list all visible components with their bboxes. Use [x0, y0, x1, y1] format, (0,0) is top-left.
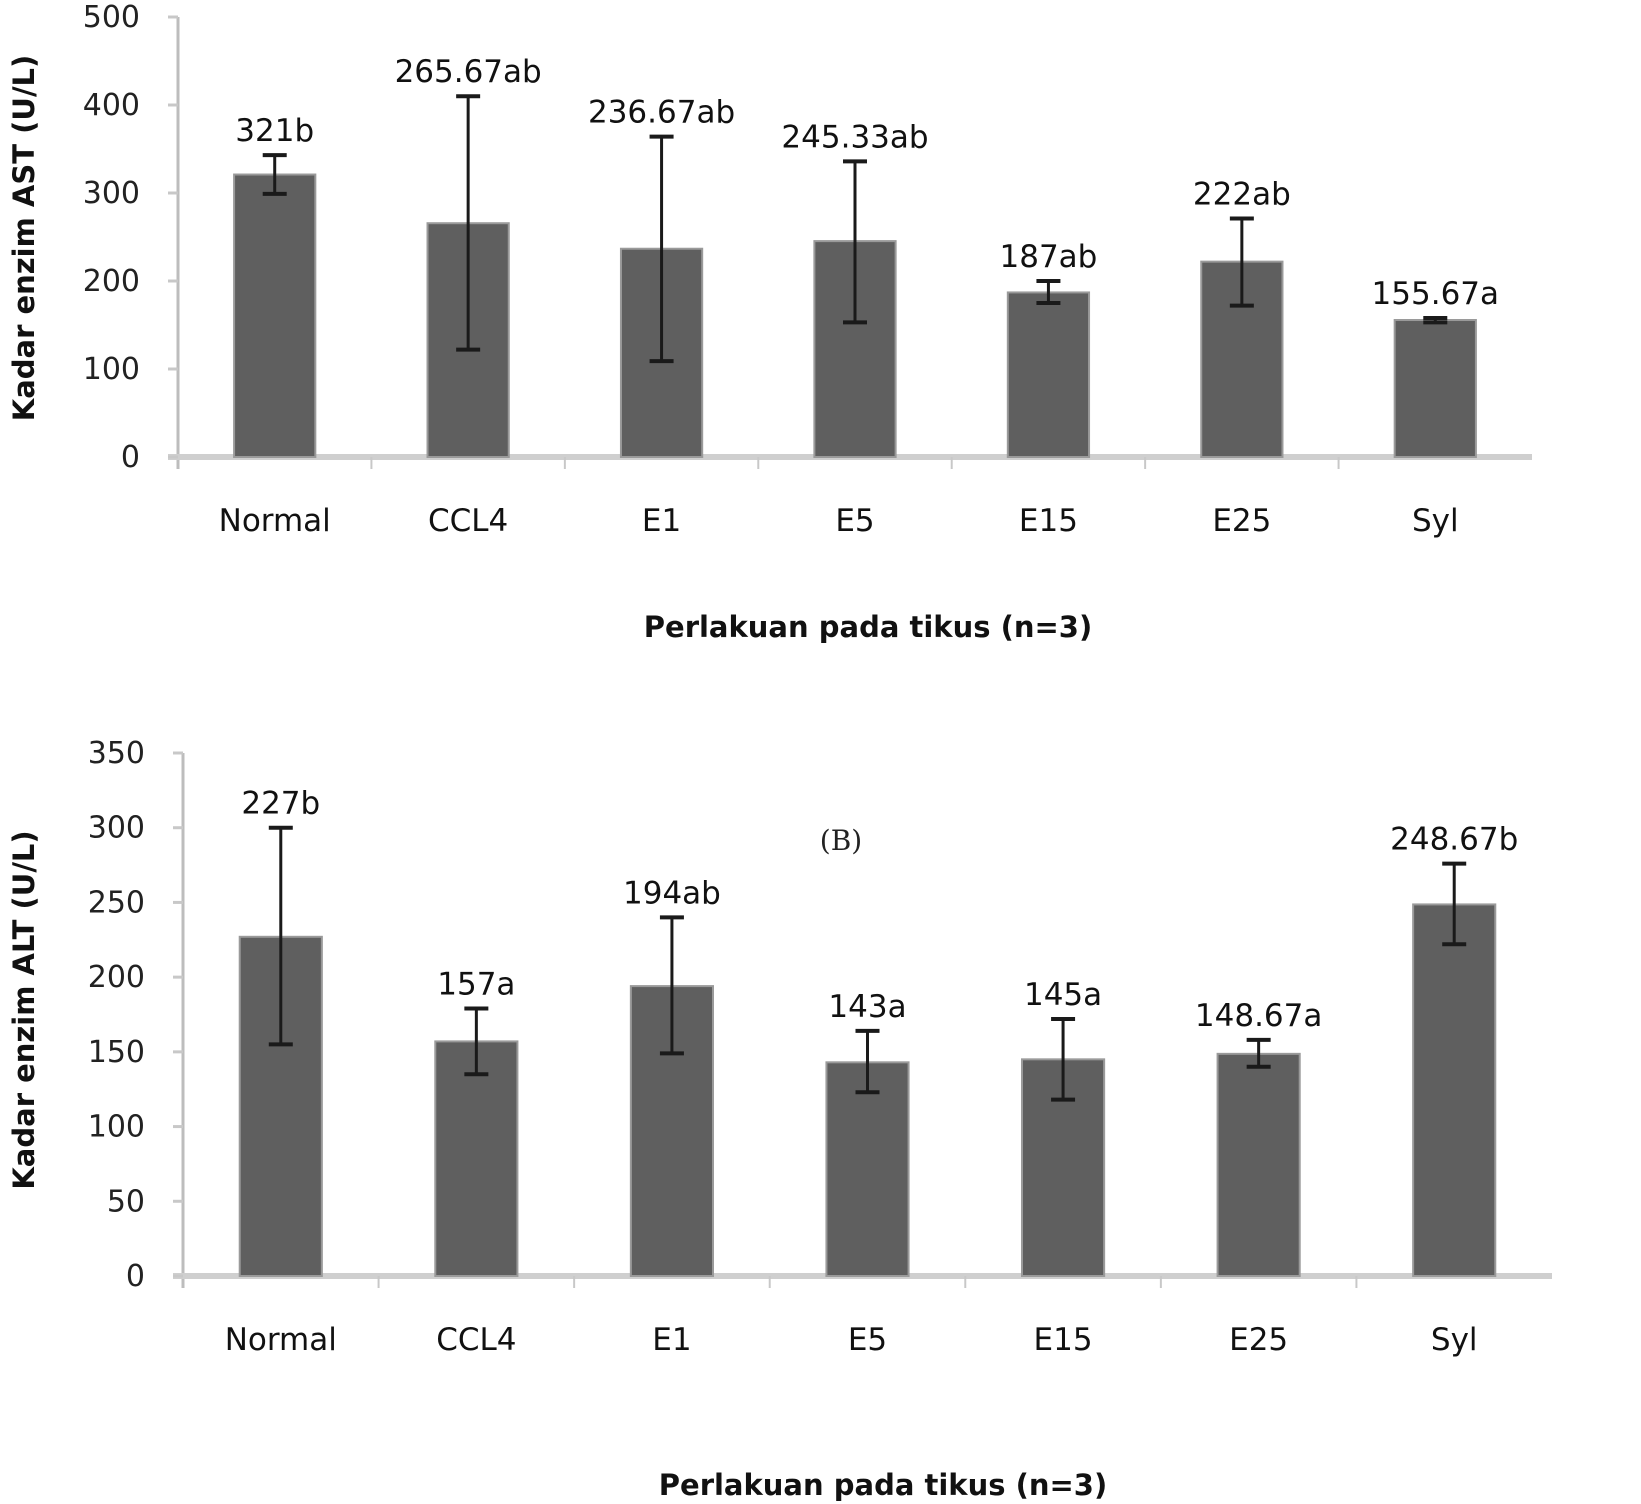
x-tick-label: CCL4 [436, 1322, 516, 1358]
chart-alt: Kadar enzim ALT (U/L) Perlakuan pada tik… [7, 736, 1552, 1502]
y-tick-label: 400 [83, 88, 140, 123]
y-tick-label: 150 [88, 1035, 145, 1070]
bar-syl [1412, 903, 1497, 1277]
x-tick-label: E25 [1212, 503, 1271, 539]
y-tick-label: 300 [83, 176, 140, 211]
x-tick-label: E25 [1229, 1322, 1288, 1358]
bar-e25 [1216, 1052, 1301, 1277]
x-tick-label: E5 [835, 503, 874, 539]
y-tick-label: 0 [121, 440, 140, 475]
x-tick-label: Syl [1431, 1322, 1478, 1358]
data-label: 155.67a [1372, 276, 1499, 312]
y-axis-title: Kadar enzim ALT (U/L) [7, 830, 41, 1189]
y-tick-label: 100 [88, 1110, 145, 1145]
x-tick-label: CCL4 [428, 503, 508, 539]
data-label: 245.33ab [781, 119, 928, 155]
bar-e15 [1006, 291, 1091, 458]
data-label: 227b [241, 786, 320, 822]
y-tick-label: 50 [107, 1184, 145, 1219]
y-tick-label: 100 [83, 352, 140, 387]
x-axis-title: Perlakuan pada tikus (n=3) [644, 610, 1092, 644]
data-label: 248.67b [1390, 822, 1518, 858]
data-label: 321b [235, 113, 314, 149]
x-tick-label: Syl [1412, 503, 1459, 539]
x-tick-label: Normal [225, 1322, 337, 1358]
bar-ccl4 [434, 1040, 519, 1277]
data-label: 265.67ab [395, 54, 542, 90]
y-tick-label: 200 [88, 960, 145, 995]
x-tick-label: E1 [652, 1322, 691, 1358]
y-axis-title: Kadar enzim AST (U/L) [7, 55, 41, 422]
x-tick-label: E5 [848, 1322, 887, 1358]
data-label: 157a [437, 967, 515, 1003]
data-label: 145a [1024, 977, 1102, 1013]
bar-normal [233, 173, 317, 459]
y-tick-label: 250 [88, 885, 145, 920]
x-tick-label: E1 [642, 503, 681, 539]
panel-annotation: (B) [820, 824, 862, 857]
y-tick-label: 500 [83, 0, 140, 35]
data-label: 143a [828, 989, 906, 1025]
x-tick-label: E15 [1034, 1322, 1093, 1358]
data-label: 222ab [1193, 177, 1291, 213]
data-label: 187ab [1000, 239, 1098, 275]
x-axis-title: Perlakuan pada tikus (n=3) [659, 1468, 1107, 1502]
data-label: 194ab [623, 875, 721, 911]
chart-ast: Kadar enzim AST (U/L) Perlakuan pada tik… [7, 0, 1532, 644]
y-tick-label: 350 [88, 736, 145, 771]
bar-syl [1393, 319, 1477, 458]
data-label: 148.67a [1195, 998, 1322, 1034]
y-tick-label: 200 [83, 264, 140, 299]
y-tick-label: 300 [88, 811, 145, 846]
bar-e5 [825, 1061, 910, 1277]
x-tick-label: E15 [1019, 503, 1078, 539]
data-label: 236.67ab [588, 95, 735, 131]
x-tick-label: Normal [219, 503, 331, 539]
y-tick-label: 0 [126, 1259, 145, 1294]
